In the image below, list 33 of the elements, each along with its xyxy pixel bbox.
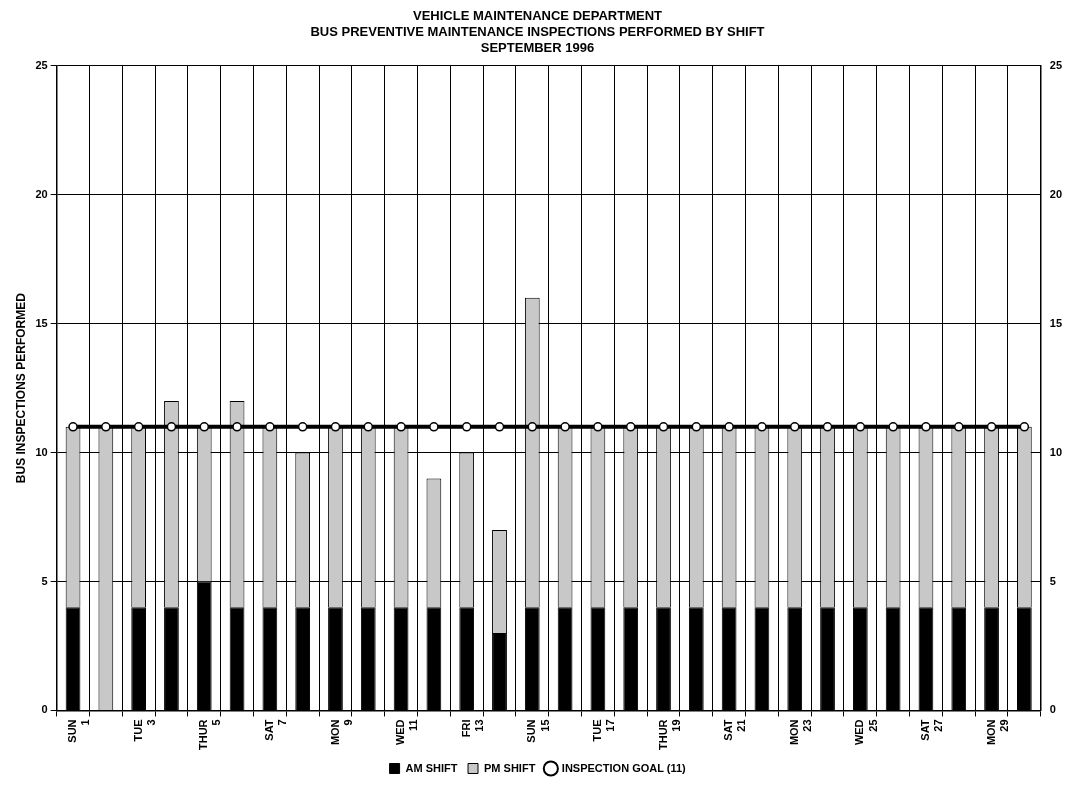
legend-label: INSPECTION GOAL (11) — [561, 761, 687, 774]
x-tick-label: SUN 15 — [525, 719, 551, 743]
x-tick-label: SAT 7 — [262, 719, 289, 741]
y-tick-label: 5 — [41, 574, 48, 587]
x-tick-label: FRI 13 — [459, 719, 485, 738]
x-tick-label: TUE 3 — [131, 719, 157, 742]
x-tick-label: TUE 17 — [590, 719, 617, 742]
x-tick-label: MON 9 — [328, 719, 354, 746]
x-tick-label: WED 25 — [853, 719, 879, 746]
y-axis-title: BUS INSPECTIONS PERFORMED — [13, 292, 28, 484]
y-tick-label: 20 — [35, 187, 48, 200]
x-tick-label: MON 29 — [984, 719, 1010, 746]
x-tick-label: THUR 5 — [197, 719, 223, 751]
y-tick-label: 25 — [35, 58, 48, 71]
y2-tick-label: 0 — [1049, 703, 1056, 716]
legend-label: PM SHIFT — [484, 761, 536, 774]
x-tick-label: WED 11 — [394, 719, 420, 746]
x-tick-label: MON 23 — [787, 719, 813, 746]
y2-tick-label: 20 — [1049, 187, 1063, 200]
x-tick-label: THUR 19 — [656, 719, 682, 751]
y2-tick-label: 10 — [1049, 445, 1063, 458]
y2-tick-label: 25 — [1049, 58, 1063, 71]
chart-title: VEHICLE MAINTENANCE DEPARTMENT — [413, 8, 663, 24]
legend-label: AM SHIFT — [405, 761, 458, 774]
y-tick-label: 10 — [35, 445, 48, 458]
y2-tick-label: 5 — [1049, 574, 1056, 587]
x-tick-label: SAT 21 — [722, 719, 748, 741]
chart-subtitle: BUS PREVENTIVE MAINTENANCE INSPECTIONS PERFORMED BY SHIFT SEPTEMBER 1996 — [310, 23, 765, 55]
x-tick-label: SAT 27 — [918, 719, 945, 741]
y-tick-label: 0 — [41, 703, 48, 716]
x-tick-label: SUN 1 — [66, 719, 92, 743]
y2-tick-label: 15 — [1049, 316, 1063, 329]
y-tick-label: 15 — [35, 316, 48, 329]
